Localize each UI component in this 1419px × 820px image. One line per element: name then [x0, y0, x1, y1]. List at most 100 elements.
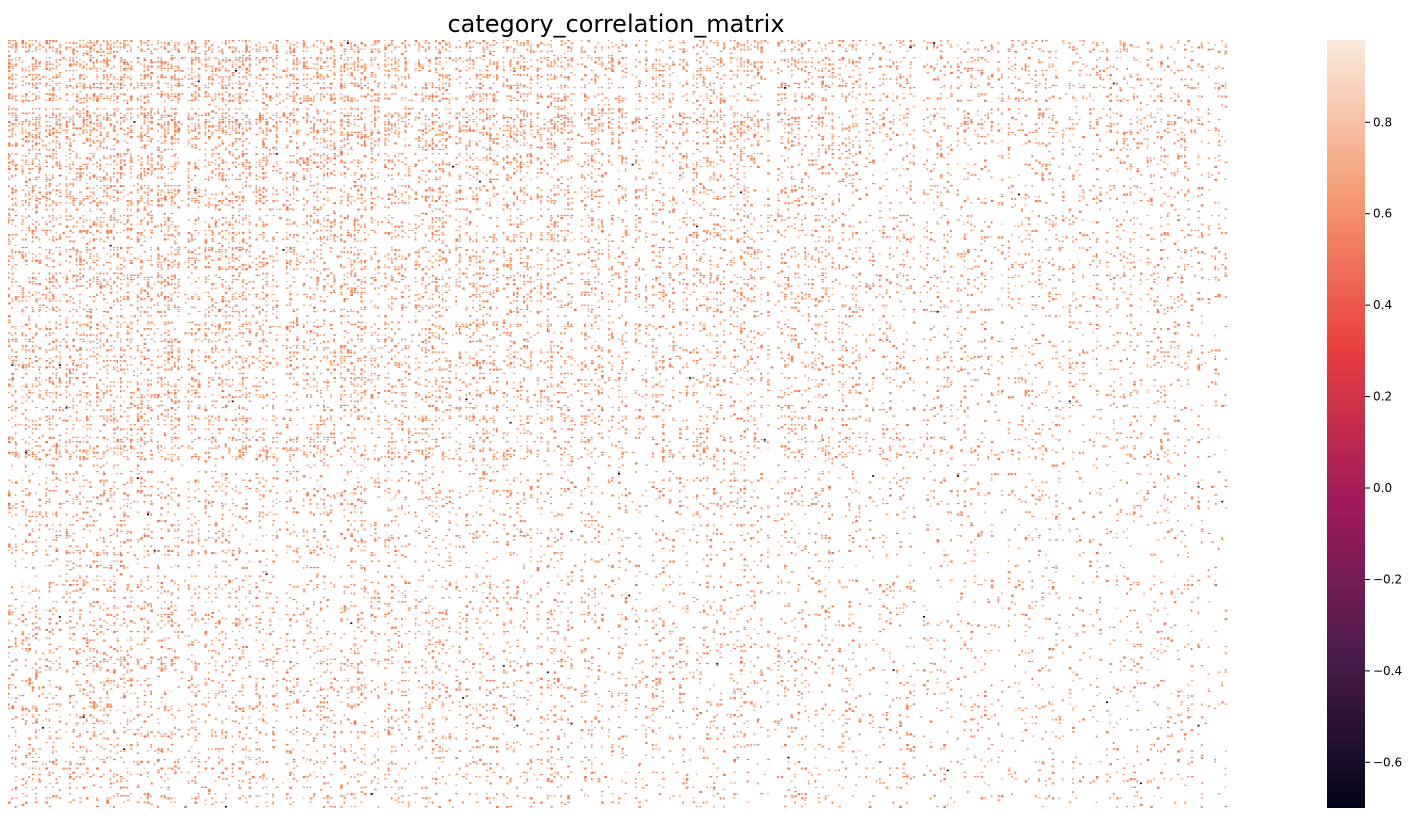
heatmap-cell — [1096, 66, 1098, 68]
heatmap-cell — [225, 70, 228, 71]
heatmap-cell — [96, 42, 98, 44]
heatmap-cell — [1130, 134, 1133, 135]
heatmap-cell — [255, 76, 258, 78]
heatmap-cell — [32, 134, 34, 135]
heatmap-cell — [567, 51, 569, 52]
heatmap-cell — [218, 68, 221, 69]
heatmap-cell — [1167, 127, 1169, 128]
heatmap-cell — [350, 49, 353, 50]
heatmap-cell — [659, 147, 662, 148]
heatmap-cell — [218, 70, 221, 71]
heatmap-cell — [394, 49, 396, 50]
heatmap-cell — [83, 40, 85, 41]
heatmap-cell — [1069, 83, 1071, 84]
heatmap-cell — [598, 63, 601, 64]
heatmap-cell — [286, 42, 288, 43]
heatmap-cell — [733, 40, 736, 41]
heatmap-cell — [232, 142, 235, 144]
heatmap-cell — [1069, 42, 1071, 44]
heatmap-cell — [1011, 70, 1013, 71]
heatmap-cell — [987, 117, 989, 119]
heatmap-cell — [621, 66, 623, 67]
heatmap-cell — [855, 125, 858, 126]
heatmap-cell — [123, 61, 126, 63]
heatmap-cell — [1038, 127, 1040, 128]
heatmap-cell — [893, 93, 895, 94]
heatmap-cell — [174, 132, 177, 133]
heatmap-cell — [198, 123, 200, 124]
heatmap-cell — [581, 115, 583, 117]
heatmap-cell — [1072, 49, 1075, 51]
heatmap-cell — [432, 115, 434, 117]
heatmap-cell — [211, 100, 214, 101]
heatmap-cell — [984, 100, 987, 102]
heatmap-cell — [821, 117, 824, 119]
heatmap-cell — [632, 123, 635, 124]
heatmap-cell — [442, 76, 445, 77]
heatmap-cell — [886, 51, 888, 52]
heatmap-cell — [713, 117, 715, 118]
heatmap-cell — [303, 74, 305, 75]
heatmap-cell — [669, 44, 671, 45]
heatmap-cell — [357, 136, 359, 138]
heatmap-cell — [405, 85, 408, 87]
heatmap-cell — [750, 85, 753, 86]
heatmap-cell — [52, 113, 54, 115]
heatmap-cell — [933, 108, 936, 109]
heatmap-cell — [859, 93, 861, 95]
heatmap-cell — [161, 142, 164, 143]
heatmap-cell — [486, 42, 489, 44]
heatmap-cell — [391, 87, 394, 88]
heatmap-cell — [540, 42, 543, 44]
heatmap-cell — [391, 68, 394, 70]
heatmap-cell — [625, 76, 627, 77]
heatmap-cell — [723, 100, 726, 102]
heatmap-cell — [730, 49, 732, 50]
heatmap-cell — [435, 57, 438, 59]
heatmap-cell — [55, 108, 58, 109]
heatmap-cell — [784, 59, 786, 61]
heatmap-cell — [394, 130, 397, 131]
heatmap-cell — [59, 115, 61, 117]
heatmap-cell — [1089, 127, 1092, 128]
heatmap-cell — [832, 42, 834, 43]
heatmap-cell — [1106, 115, 1108, 116]
heatmap-cell — [25, 140, 28, 142]
heatmap-cell — [865, 87, 867, 89]
heatmap-cell — [510, 127, 513, 128]
heatmap-cell — [35, 87, 38, 89]
heatmap-cell — [205, 42, 208, 44]
heatmap-cell — [808, 40, 811, 41]
heatmap-cell — [1214, 44, 1216, 45]
heatmap-cell — [364, 68, 367, 69]
heatmap-cell — [1184, 49, 1187, 51]
heatmap-cell — [350, 132, 353, 133]
heatmap-cell — [506, 95, 509, 96]
heatmap-cell — [59, 74, 61, 75]
heatmap-cell — [76, 100, 79, 102]
heatmap-cell — [557, 130, 559, 132]
heatmap-cell — [194, 49, 197, 50]
heatmap-cell — [127, 108, 130, 110]
heatmap-cell — [794, 66, 797, 67]
heatmap-cell — [859, 132, 861, 133]
heatmap-cell — [279, 117, 281, 118]
heatmap-cell — [588, 55, 590, 56]
heatmap-cell — [259, 121, 262, 123]
heatmap-cell — [411, 100, 413, 101]
heatmap-cell — [25, 70, 27, 71]
heatmap-cell — [110, 119, 112, 121]
heatmap-cell — [852, 140, 854, 141]
heatmap-cell — [743, 66, 745, 67]
heatmap-cell — [720, 78, 723, 79]
heatmap-cell — [28, 132, 30, 134]
heatmap-cell — [425, 83, 427, 85]
heatmap-cell — [1035, 70, 1037, 72]
heatmap-cell — [1092, 49, 1095, 51]
heatmap-cell — [93, 127, 96, 129]
heatmap-cell — [601, 100, 603, 101]
heatmap-cell — [238, 40, 240, 41]
heatmap-cell — [1120, 44, 1123, 45]
heatmap-cell — [757, 100, 759, 101]
heatmap-cell — [8, 93, 11, 95]
